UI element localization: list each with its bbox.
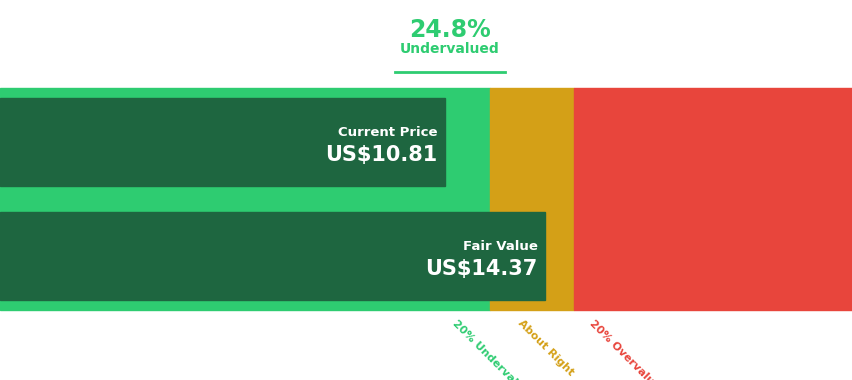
Text: 24.8%: 24.8% bbox=[409, 18, 490, 42]
Bar bbox=[573, 88, 852, 310]
Bar bbox=[0, 88, 490, 310]
Text: Undervalued: Undervalued bbox=[400, 42, 499, 56]
Text: Current Price: Current Price bbox=[337, 125, 437, 138]
Bar bbox=[0, 212, 544, 300]
Text: About Right: About Right bbox=[515, 318, 574, 378]
Bar bbox=[0, 98, 445, 186]
Text: Fair Value: Fair Value bbox=[462, 239, 537, 252]
Text: US$10.81: US$10.81 bbox=[325, 145, 437, 165]
Text: 20% Overvalued: 20% Overvalued bbox=[587, 318, 666, 380]
Text: US$14.37: US$14.37 bbox=[425, 259, 537, 279]
Bar bbox=[490, 88, 573, 310]
Text: 20% Undervalued: 20% Undervalued bbox=[450, 318, 534, 380]
